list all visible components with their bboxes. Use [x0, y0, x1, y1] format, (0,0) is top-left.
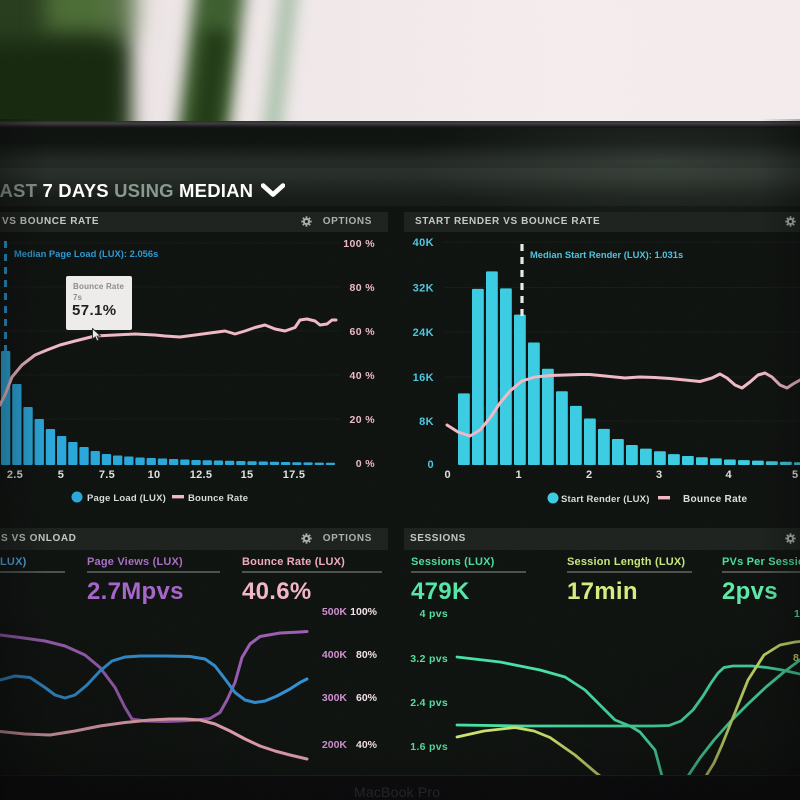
svg-text:Median Page Load (LUX): 2.056s: Median Page Load (LUX): 2.056s	[14, 248, 158, 259]
svg-text:8: 8	[793, 652, 799, 664]
svg-text:1: 1	[794, 608, 800, 620]
svg-text:0: 0	[444, 469, 450, 481]
svg-text:4 pvs: 4 pvs	[420, 608, 448, 620]
svg-text:40K: 40K	[413, 237, 434, 249]
svg-text:24K: 24K	[413, 327, 434, 339]
svg-text:1: 1	[515, 469, 521, 481]
svg-text:80 %: 80 %	[349, 282, 375, 294]
svg-text:15: 15	[241, 469, 254, 481]
svg-text:12.5: 12.5	[190, 469, 213, 481]
svg-text:Page Load (LUX): Page Load (LUX)	[87, 493, 166, 504]
svg-text:32K: 32K	[413, 283, 434, 295]
svg-text:0 %: 0 %	[356, 458, 376, 470]
svg-text:100 %: 100 %	[343, 238, 375, 250]
svg-text:4: 4	[725, 469, 732, 481]
svg-text:2: 2	[586, 469, 592, 481]
svg-text:17.5: 17.5	[283, 469, 306, 481]
svg-text:2.4 pvs: 2.4 pvs	[410, 697, 448, 709]
svg-text:40 %: 40 %	[349, 370, 375, 382]
svg-text:Median Start Render (LUX): 1.0: Median Start Render (LUX): 1.031s	[530, 249, 683, 260]
svg-text:0: 0	[427, 459, 434, 471]
svg-text:3: 3	[656, 469, 662, 481]
svg-text:60 %: 60 %	[349, 326, 375, 338]
svg-text:16K: 16K	[413, 372, 434, 384]
svg-text:20 %: 20 %	[349, 414, 375, 426]
svg-text:1.6 pvs: 1.6 pvs	[410, 741, 448, 753]
svg-text:Start Render (LUX): Start Render (LUX)	[561, 494, 650, 505]
svg-text:5: 5	[58, 469, 64, 481]
svg-text:10: 10	[148, 469, 161, 481]
svg-text:Bounce Rate: Bounce Rate	[188, 493, 248, 504]
svg-text:8K: 8K	[419, 416, 434, 428]
svg-text:2.5: 2.5	[7, 469, 23, 481]
svg-text:5: 5	[792, 469, 798, 481]
svg-text:Bounce Rate: Bounce Rate	[683, 494, 748, 505]
svg-text:3.2 pvs: 3.2 pvs	[410, 653, 448, 665]
svg-text:7.5: 7.5	[99, 469, 115, 481]
